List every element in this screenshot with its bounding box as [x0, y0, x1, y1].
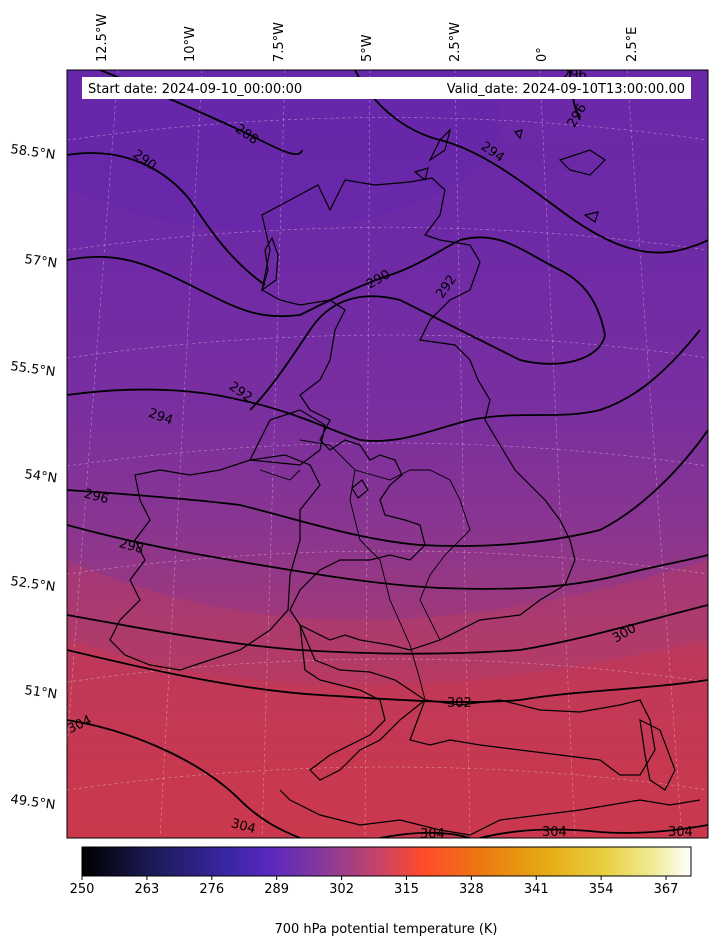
start-date-box	[82, 77, 300, 99]
lat-label: 52.5°N	[9, 574, 56, 595]
isentropes	[67, 70, 708, 838]
lon-label: 5°W	[360, 34, 375, 62]
contour-label: 304	[668, 825, 693, 840]
longitude-labels: 12.5°W 10°W 7.5°W 5°W 2.5°W 0° 2.5°E	[95, 14, 640, 62]
lon-label: 0°	[535, 47, 550, 62]
lon-label: 2.5°E	[625, 27, 640, 62]
valid-date-label: Valid_date: 2024-09-10T13:00:00.00	[447, 82, 685, 97]
colorbar-tick-label: 354	[589, 882, 614, 897]
contour-label: 302	[447, 696, 472, 711]
contour-label: 304	[420, 827, 445, 842]
colorbar-tick-label: 276	[199, 882, 224, 897]
contour-label: 296	[82, 487, 110, 508]
colorbar-tick-label: 315	[394, 882, 419, 897]
latitude-labels: 58.5°N 57°N 55.5°N 54°N 52.5°N 51°N 49.5…	[9, 142, 58, 813]
lon-label: 12.5°W	[95, 14, 110, 62]
colorbar-tick-label: 289	[264, 882, 289, 897]
temperature-field: 296 296 288 290 294 290 292 292 294 296 …	[67, 70, 708, 842]
lon-label: 2.5°W	[448, 22, 463, 62]
start-date-label: Start date: 2024-09-10_00:00:00	[88, 82, 302, 97]
colorbar-tick-label: 341	[524, 882, 549, 897]
valid-date-box	[296, 77, 691, 99]
contour-label: 304	[542, 825, 567, 840]
lat-label: 54°N	[23, 467, 58, 486]
borders	[259, 439, 471, 701]
colorbar-tick-label: 263	[134, 882, 159, 897]
lat-label: 51°N	[23, 683, 58, 702]
contour-label: 304	[229, 816, 257, 837]
colorbar-tick-label: 328	[459, 882, 484, 897]
lat-label: 55.5°N	[9, 359, 56, 380]
map-frame	[66, 69, 709, 839]
lat-label: 58.5°N	[9, 142, 56, 163]
lat-label: 57°N	[23, 252, 58, 271]
contour-label: 298	[117, 536, 145, 557]
lat-label: 49.5°N	[9, 792, 56, 813]
graticule	[67, 70, 708, 838]
colorbar-tick-label: 250	[70, 882, 95, 897]
colorbar	[81, 846, 692, 877]
colorbar-tick-label: 367	[654, 882, 679, 897]
colorbar-tick-label: 302	[329, 882, 354, 897]
lon-label: 10°W	[183, 26, 198, 62]
colorbar-label: 700 hPa potential temperature (K)	[274, 922, 497, 937]
colorbar-ticks: 250 263 276 289 302 315 328 341 354 367	[70, 876, 679, 897]
coastlines	[109, 128, 701, 836]
lon-label: 7.5°W	[272, 22, 287, 62]
